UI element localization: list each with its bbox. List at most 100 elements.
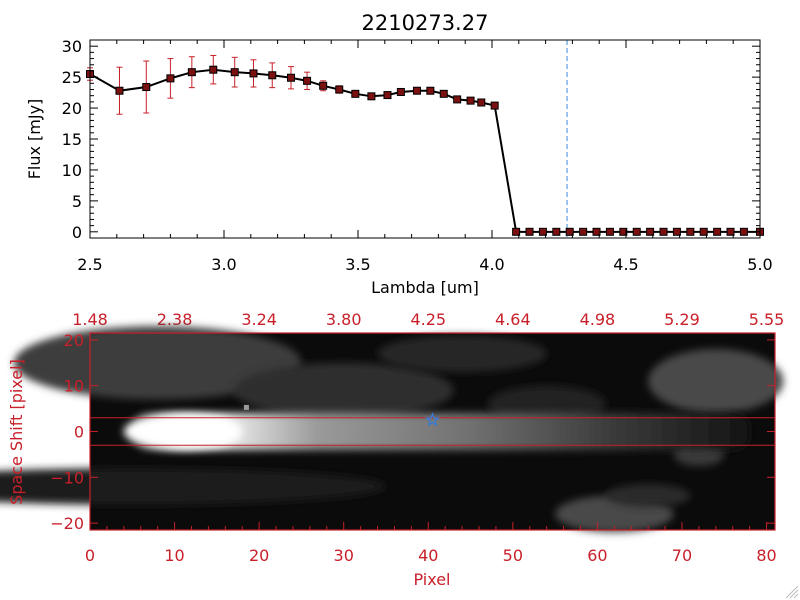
x-tick-label: 70 — [672, 546, 692, 565]
spectrum-plot: 2210273.27 2.5 3.0 3.5 4.0 4.5 5.0 0 5 10 15 20 25… — [25, 11, 773, 297]
x-tick-label: 3.5 — [345, 255, 370, 274]
top-axis-label: 4.98 — [580, 310, 616, 329]
data-point — [453, 95, 462, 104]
data-point — [303, 76, 312, 85]
spectrum-x-axis-label: Lambda [um] — [371, 278, 479, 297]
y-tick-label: −10 — [50, 468, 84, 487]
x-tick-label: 10 — [164, 546, 184, 565]
data-point — [512, 227, 521, 236]
data-point — [477, 98, 486, 107]
image-x-axis-label: Pixel — [413, 570, 450, 589]
data-point — [646, 227, 655, 236]
x-tick-label: 80 — [756, 546, 776, 565]
x-tick-label: 40 — [418, 546, 438, 565]
data-point — [739, 227, 748, 236]
top-axis-label: 5.55 — [749, 310, 785, 329]
y-tick-label: 0 — [74, 423, 84, 442]
data-point — [351, 89, 360, 98]
x-tick-label: 5.0 — [747, 255, 772, 274]
x-tick-label: 60 — [587, 546, 607, 565]
data-point — [249, 69, 258, 78]
data-point — [319, 81, 328, 90]
background-emission — [377, 335, 547, 372]
spectrum-image-panel: 1.48 2.38 3.24 3.80 4.25 4.64 4.98 5.29 5.55 0 10… — [0, 310, 784, 589]
data-point — [287, 73, 295, 82]
spectrum-y-ticks: 0 5 10 15 20 25 30 — [62, 37, 760, 242]
data-point — [592, 227, 601, 236]
data-point — [565, 227, 574, 236]
x-tick-label: 20 — [249, 546, 269, 565]
data-point — [538, 227, 547, 236]
x-tick-label: 4.5 — [613, 255, 638, 274]
data-point — [412, 86, 421, 95]
top-axis-label: 5.29 — [664, 310, 700, 329]
top-axis-label: 3.80 — [326, 310, 362, 329]
data-point — [726, 227, 735, 236]
top-axis-label: 4.64 — [495, 310, 531, 329]
data-point — [490, 101, 499, 110]
data-point — [713, 227, 722, 236]
y-tick-label: 10 — [62, 161, 82, 180]
spectral-trace-peak — [123, 413, 243, 450]
data-point — [383, 91, 392, 100]
data-point — [659, 227, 668, 236]
resize-grip-icon[interactable] — [785, 585, 799, 599]
y-tick-label: 25 — [62, 68, 82, 87]
data-point — [439, 89, 448, 98]
data-point — [142, 83, 151, 92]
data-point — [699, 227, 708, 236]
top-axis-label: 3.24 — [241, 310, 277, 329]
y-tick-label: 15 — [62, 130, 82, 149]
x-tick-label: 50 — [503, 546, 523, 565]
spectrum-plot-area — [86, 40, 764, 238]
data-point — [367, 92, 376, 101]
spectrum-x-ticks: 2.5 3.0 3.5 4.0 4.5 5.0 — [77, 40, 773, 274]
x-tick-label: 4.0 — [479, 255, 504, 274]
y-tick-label: 10 — [64, 377, 84, 396]
data-point — [619, 227, 628, 236]
data-point — [632, 227, 641, 236]
data-point — [396, 87, 405, 96]
image-x-ticks: 0 10 20 30 40 50 60 70 80 — [85, 522, 777, 565]
data-point — [525, 227, 534, 236]
data-point — [230, 68, 239, 77]
x-tick-label: 2.5 — [77, 255, 102, 274]
flux-series-line — [89, 68, 760, 233]
top-axis-label: 1.48 — [72, 310, 108, 329]
data-point — [579, 227, 588, 236]
background-emission — [605, 484, 691, 508]
data-point — [686, 227, 695, 236]
hot-pixel — [243, 404, 249, 410]
x-tick-label: 3.0 — [211, 255, 236, 274]
data-point — [187, 68, 196, 77]
y-tick-label: 5 — [72, 192, 82, 211]
image-overlays — [90, 412, 775, 446]
spectrum-title: 2210273.27 — [362, 11, 489, 35]
image-y-ticks: −20 −10 0 10 20 — [50, 331, 775, 533]
y-tick-label: 20 — [64, 331, 84, 350]
target-star-icon — [424, 412, 441, 427]
y-tick-label: −20 — [50, 514, 84, 533]
top-axis-label: 4.25 — [410, 310, 446, 329]
data-point — [552, 227, 561, 236]
y-tick-label: 20 — [62, 99, 82, 118]
data-point — [605, 227, 614, 236]
data-point — [209, 65, 218, 74]
data-point — [115, 86, 124, 95]
spectral-trace — [132, 413, 750, 450]
data-point — [166, 74, 175, 83]
y-tick-label: 30 — [62, 37, 82, 56]
spectrum-y-axis-label: Flux [mJy] — [25, 99, 44, 180]
data-point — [672, 227, 681, 236]
background-emission — [13, 326, 302, 400]
x-tick-label: 30 — [334, 546, 354, 565]
data-point — [466, 96, 475, 105]
data-point — [426, 86, 435, 95]
data-point — [335, 85, 344, 94]
image-y-axis-label: Space Shift [pixel] — [7, 359, 26, 505]
top-axis-label: 2.38 — [157, 310, 193, 329]
data-point — [268, 71, 277, 80]
background-emission — [233, 362, 454, 418]
y-tick-label: 0 — [72, 223, 82, 242]
